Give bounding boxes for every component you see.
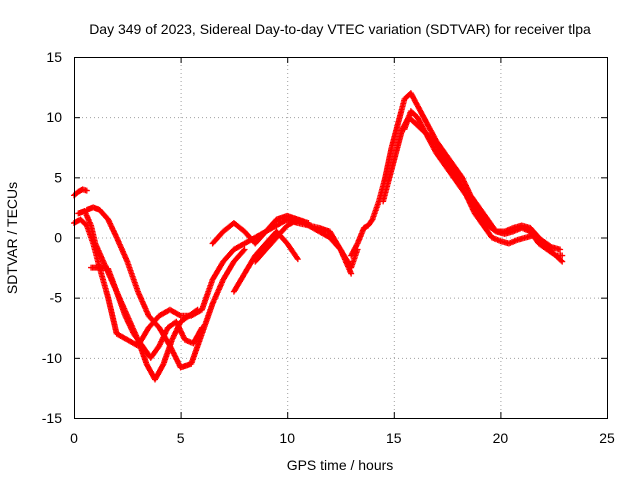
- x-tick-label: 5: [177, 430, 185, 446]
- y-tick-label: -15: [42, 410, 62, 426]
- chart-title: Day 349 of 2023, Sidereal Day-to-day VTE…: [89, 21, 591, 37]
- y-tick-label: 0: [54, 230, 62, 246]
- data-points: [71, 90, 566, 383]
- y-tick-label: 10: [46, 109, 62, 125]
- x-tick-label: 20: [493, 430, 509, 446]
- x-axis-label: GPS time / hours: [287, 457, 394, 473]
- series-trace: [402, 109, 565, 264]
- y-tick-label: -5: [50, 290, 63, 306]
- series-trace: [253, 216, 311, 264]
- y-tick-label: 5: [54, 169, 62, 185]
- x-tick-labels: 0 5 10 15 20 25: [70, 430, 615, 446]
- y-tick-label: 15: [46, 49, 62, 65]
- series-trace: [89, 264, 205, 360]
- series-trace: [85, 204, 247, 370]
- x-tick-label: 10: [279, 430, 295, 446]
- y-axis-label: SDTVAR / TECUs: [4, 182, 20, 294]
- series-track-7: [230, 228, 301, 295]
- x-tick-label: 25: [599, 430, 615, 446]
- x-tick-label: 15: [386, 430, 402, 446]
- series-track-1: [71, 186, 90, 199]
- axis-ticks: [74, 57, 608, 419]
- series-track-5: [88, 264, 205, 361]
- series-trace: [72, 186, 89, 198]
- y-tick-label: -10: [42, 350, 62, 366]
- x-tick-label: 0: [70, 430, 78, 446]
- series-track-4: [83, 204, 248, 371]
- series-track-11: [401, 108, 566, 265]
- series-trace: [231, 229, 300, 294]
- y-tick-labels: -15 -10 -5 0 5 10 15: [42, 49, 62, 426]
- series-track-8: [252, 216, 312, 265]
